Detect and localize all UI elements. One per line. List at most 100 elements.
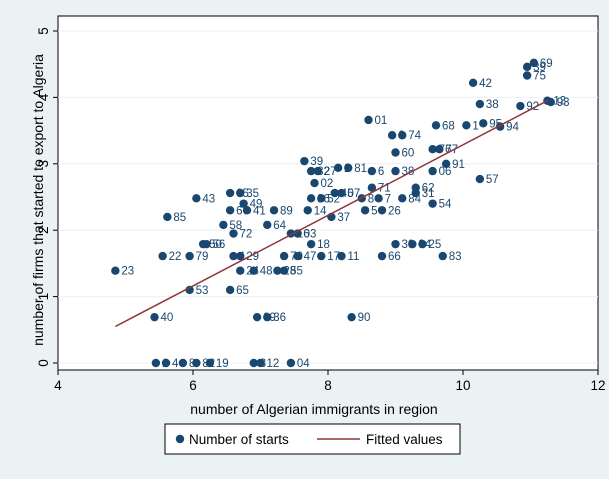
data-point-label: 12 bbox=[267, 358, 280, 370]
data-point bbox=[310, 178, 319, 188]
data-point bbox=[225, 188, 235, 198]
data-point bbox=[438, 251, 447, 261]
data-point bbox=[313, 166, 323, 176]
data-point bbox=[111, 266, 120, 275]
data-point bbox=[330, 188, 339, 198]
data-point bbox=[475, 99, 485, 109]
legend-marker-starts bbox=[175, 434, 185, 444]
data-point-label: 17 bbox=[327, 251, 340, 263]
data-point bbox=[286, 358, 296, 368]
data-point-label: 35 bbox=[246, 188, 259, 200]
data-point bbox=[263, 312, 272, 322]
data-point bbox=[516, 101, 525, 111]
data-point-label: 7 bbox=[385, 193, 391, 205]
data-point bbox=[522, 62, 532, 72]
data-point-label: 90 bbox=[358, 312, 371, 324]
data-point bbox=[229, 251, 238, 261]
data-point-label: 57 bbox=[486, 174, 499, 186]
data-point-label: 83 bbox=[449, 251, 462, 263]
legend-label-fitted: Fitted values bbox=[366, 432, 443, 447]
plot-area bbox=[57, 15, 599, 371]
data-point bbox=[178, 358, 188, 368]
y-tick-label: 1 bbox=[36, 293, 51, 301]
data-point-label: 06 bbox=[439, 166, 452, 178]
legend-label-starts: Number of starts bbox=[189, 432, 289, 447]
data-point-label: 38 bbox=[486, 99, 499, 111]
data-point-label: 03 bbox=[304, 229, 317, 241]
data-point bbox=[205, 358, 215, 368]
data-point bbox=[398, 194, 407, 203]
y-axis-label: number of firms that started to export t… bbox=[30, 54, 46, 346]
data-point bbox=[279, 251, 289, 261]
data-point bbox=[468, 78, 478, 87]
data-point bbox=[377, 251, 387, 261]
y-tick-label: 0 bbox=[36, 359, 51, 367]
data-point bbox=[239, 199, 248, 208]
data-point bbox=[229, 229, 238, 238]
data-point bbox=[546, 97, 555, 107]
data-point-label: 93 bbox=[557, 97, 570, 109]
data-point bbox=[428, 166, 437, 176]
data-point bbox=[367, 183, 377, 192]
data-point bbox=[185, 285, 194, 295]
data-point bbox=[158, 251, 167, 261]
data-point-label: 02 bbox=[321, 178, 334, 190]
y-tick-label: 5 bbox=[36, 27, 51, 35]
data-point bbox=[344, 163, 353, 172]
data-point bbox=[293, 251, 302, 261]
data-point-label: 4 bbox=[172, 358, 179, 370]
data-point-label: 95 bbox=[489, 118, 502, 130]
data-point bbox=[462, 121, 471, 130]
data-point-label: 69 bbox=[540, 58, 553, 70]
data-point-label: 26 bbox=[388, 205, 401, 217]
data-point bbox=[236, 188, 245, 198]
y-tick-label: 2 bbox=[36, 226, 51, 234]
data-point-label: 14 bbox=[314, 205, 327, 217]
data-point bbox=[435, 144, 444, 154]
x-tick-label: 12 bbox=[590, 378, 605, 393]
data-point bbox=[306, 239, 316, 249]
data-point bbox=[529, 58, 539, 68]
data-point-label: 11 bbox=[348, 251, 360, 263]
data-point bbox=[522, 71, 532, 80]
data-point-label: 36 bbox=[273, 312, 286, 324]
data-points: 2340148821931204536522798543505658676535… bbox=[111, 58, 570, 370]
data-point-label: 8 bbox=[368, 193, 374, 205]
data-point bbox=[398, 131, 407, 140]
data-point-label: 54 bbox=[439, 199, 452, 211]
data-point-label: 81 bbox=[354, 163, 367, 175]
data-point-label: 27 bbox=[324, 166, 337, 178]
data-point-label: 29 bbox=[246, 251, 259, 263]
data-point-label: 55 bbox=[290, 266, 303, 278]
data-point bbox=[333, 163, 343, 172]
fitted-line bbox=[115, 100, 548, 328]
data-point-label: 85 bbox=[173, 212, 186, 224]
data-point-label: 65 bbox=[236, 285, 249, 297]
data-point-label: 43 bbox=[202, 193, 215, 205]
data-point-label: 13 bbox=[553, 96, 566, 108]
data-point bbox=[263, 220, 272, 230]
data-point-label: 23 bbox=[121, 266, 134, 278]
data-point bbox=[475, 174, 485, 184]
data-point-label: 1 bbox=[472, 120, 478, 132]
data-point bbox=[377, 206, 387, 215]
data-point bbox=[317, 251, 326, 261]
data-point-label: 18 bbox=[317, 239, 330, 251]
x-axis-label: number of Algerian immigrants in region bbox=[190, 401, 437, 417]
data-point bbox=[374, 194, 383, 203]
data-point bbox=[428, 199, 437, 208]
data-point bbox=[163, 212, 172, 222]
data-point-label: 48 bbox=[260, 266, 273, 278]
data-point-label: 04 bbox=[297, 358, 310, 370]
data-point-label: 91 bbox=[452, 159, 465, 171]
x-tick-label: 4 bbox=[54, 378, 62, 393]
data-point-label: 64 bbox=[273, 220, 286, 232]
data-point bbox=[428, 144, 437, 154]
data-point bbox=[300, 156, 309, 166]
data-point bbox=[192, 194, 201, 203]
data-point-label: 60 bbox=[402, 148, 415, 160]
data-point-label: 49 bbox=[250, 199, 263, 211]
data-point-label: 79 bbox=[196, 251, 209, 263]
data-point-label: 68 bbox=[442, 120, 455, 132]
